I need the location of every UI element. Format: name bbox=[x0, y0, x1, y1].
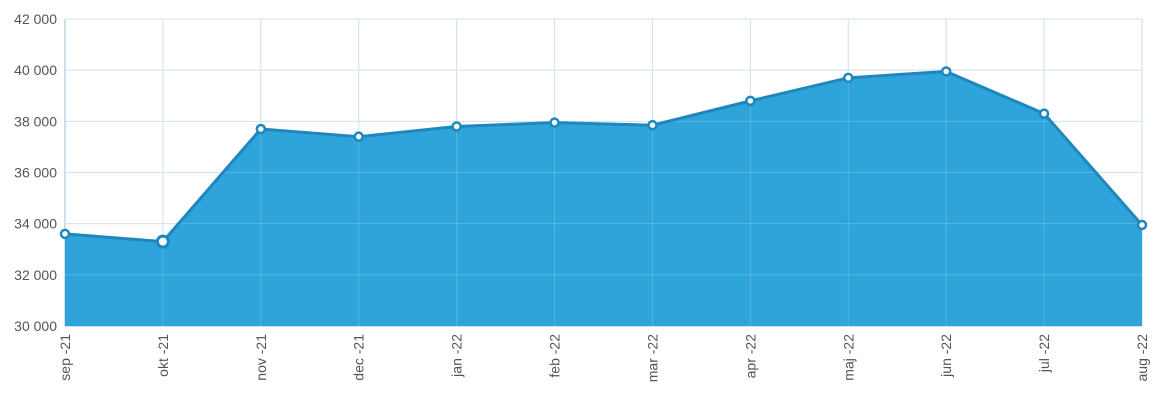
x-axis-ticks: sep -21 okt -21 nov -21 dec -21 jan -22 feb -… bbox=[57, 334, 1150, 382]
data-point bbox=[1136, 219, 1148, 231]
y-axis-ticks: 30 000 32 000 34 000 36 000 38 000 40 000 42 0… bbox=[14, 11, 57, 334]
x-tick-label: sep -21 bbox=[57, 334, 73, 381]
y-tick-label: 34 000 bbox=[14, 216, 57, 232]
data-point bbox=[155, 234, 170, 249]
data-point bbox=[255, 123, 267, 135]
y-tick-label: 36 000 bbox=[14, 165, 57, 181]
area-fill bbox=[65, 71, 1142, 326]
x-tick-label: mar -22 bbox=[644, 334, 660, 382]
x-tick-label: feb -22 bbox=[547, 334, 563, 378]
data-point bbox=[843, 72, 854, 84]
x-tick-label: aug -22 bbox=[1134, 334, 1150, 382]
data-point bbox=[745, 95, 756, 107]
y-tick-label: 30 000 bbox=[14, 318, 57, 334]
series-line bbox=[64, 69, 1144, 244]
data-point bbox=[940, 66, 952, 77]
y-tick-label: 42 000 bbox=[14, 11, 57, 27]
data-points bbox=[59, 66, 1148, 249]
y-tick-label: 38 000 bbox=[14, 113, 57, 129]
data-point bbox=[647, 119, 658, 131]
y-tick-label: 40 000 bbox=[14, 62, 57, 78]
data-point bbox=[353, 131, 364, 142]
x-tick-label: jun -22 bbox=[938, 334, 954, 378]
x-tick-label: dec -21 bbox=[351, 334, 367, 381]
data-point bbox=[1038, 108, 1050, 119]
y-tick-label: 32 000 bbox=[14, 267, 57, 283]
data-point bbox=[451, 121, 462, 132]
x-tick-label: maj -22 bbox=[840, 334, 856, 381]
x-tick-label: nov -21 bbox=[253, 334, 269, 381]
x-tick-label: jul -22 bbox=[1036, 334, 1052, 373]
series-area bbox=[64, 18, 1144, 326]
x-tick-label: apr -22 bbox=[742, 334, 758, 379]
x-tick-label: okt -21 bbox=[155, 334, 171, 377]
x-tick-label: jan -22 bbox=[449, 334, 465, 378]
data-point bbox=[59, 228, 71, 240]
data-point bbox=[549, 117, 560, 128]
